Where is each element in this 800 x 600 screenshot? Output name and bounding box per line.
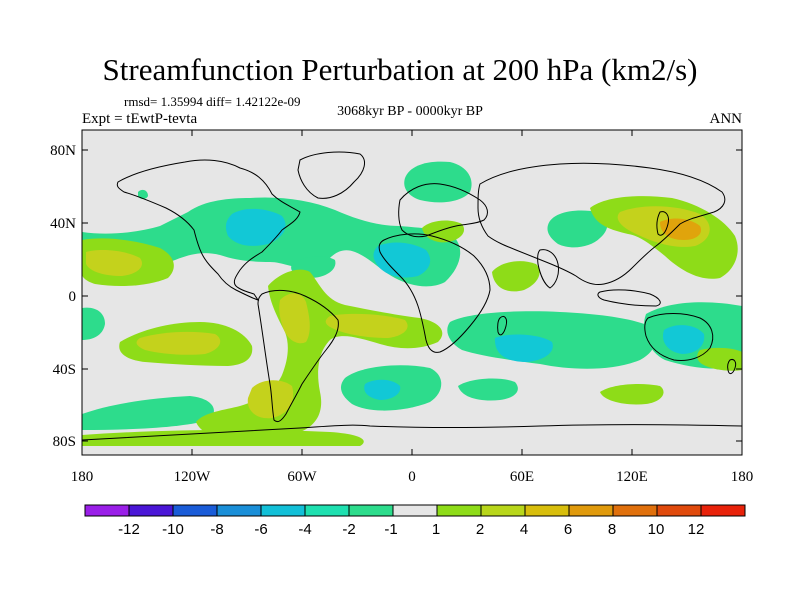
colorbar-box xyxy=(304,504,350,517)
coastlines xyxy=(82,151,742,441)
period-label: 3068kyr BP - 0000kyr BP xyxy=(337,104,483,119)
y-tick-label: 40S xyxy=(53,362,76,378)
colorbar-box xyxy=(524,504,570,517)
colorbar-label: -8 xyxy=(210,521,223,538)
x-axis-ticks xyxy=(81,130,743,455)
colorbar-label: -4 xyxy=(298,521,311,538)
contour-neg2-africa xyxy=(373,242,431,278)
contour-pos2-central-pacific xyxy=(86,250,142,276)
x-tick-label: 120W xyxy=(174,469,212,485)
contour-neg2-australia xyxy=(662,325,705,354)
contour-neg-small-atlantic xyxy=(138,189,148,199)
x-tick-label: 180 xyxy=(731,469,754,485)
colorbar-box xyxy=(84,504,130,517)
coastline-asia xyxy=(477,162,726,285)
coastline-north-america xyxy=(116,159,301,301)
colorbar-label: 6 xyxy=(564,521,572,538)
contour-pos-north-atlantic xyxy=(422,220,465,243)
colorbar-box xyxy=(656,504,702,517)
colorbar-label: -1 xyxy=(384,521,397,538)
contour-neg-southern-ocean xyxy=(82,396,214,430)
contour-pos2-south-america xyxy=(279,293,310,344)
contour-neg-south-indian-east xyxy=(458,378,518,401)
y-tick-label: 40N xyxy=(50,216,76,232)
coastline-india xyxy=(537,249,559,289)
contour-pos2-south-pacific xyxy=(136,331,221,355)
contour-neg2-madagascar xyxy=(494,334,553,362)
contour-pos-south-america xyxy=(196,269,443,440)
colorbar-label: -6 xyxy=(254,521,267,538)
colorbar-box xyxy=(128,504,174,517)
contour-pos-southern-indian xyxy=(600,384,664,405)
y-tick-label: 0 xyxy=(69,289,77,305)
contour-pos2-atlantic xyxy=(325,313,408,338)
colorbar-label: 8 xyxy=(608,521,616,538)
contour-neg-pacific-west xyxy=(82,307,105,340)
y-tick-label: 80S xyxy=(53,434,76,450)
colorbar-label: 10 xyxy=(648,521,665,538)
colorbar-box xyxy=(392,504,438,517)
y-tick-label: 80N xyxy=(50,143,76,159)
coastline-africa xyxy=(378,233,491,353)
colorbar-box xyxy=(172,504,218,517)
coastline-greenland xyxy=(297,151,366,199)
contour-neg2-south-atlantic xyxy=(364,379,401,400)
coastline-australia xyxy=(644,313,714,361)
x-tick-label: 0 xyxy=(408,469,416,485)
contour-neg-arabia xyxy=(547,210,608,248)
experiment-label: Expt = tEwtP-tevta xyxy=(82,111,198,127)
contour-pos-pacific-band xyxy=(697,347,742,371)
contour-pos-southern-pacific-east xyxy=(82,429,364,446)
coastline-antarctica xyxy=(82,424,742,441)
contour-pos2-argentina xyxy=(247,380,294,419)
coastline-japan xyxy=(656,211,669,236)
colorbar-label: -10 xyxy=(162,521,184,538)
season-label: ANN xyxy=(709,111,743,127)
colorbar-label: 1 xyxy=(432,521,440,538)
colorbar xyxy=(84,504,746,517)
coastline-indonesia xyxy=(597,289,661,307)
colorbar-box xyxy=(700,504,746,517)
colorbar-box xyxy=(568,504,614,517)
colorbar-box xyxy=(260,504,306,517)
contour-pos-east-africa xyxy=(492,261,540,292)
stats-line: rmsd= 1.35994 diff= 1.42122e-09 xyxy=(124,94,301,109)
colorbar-box xyxy=(348,504,394,517)
y-axis-ticks xyxy=(82,149,742,442)
colorbar-box xyxy=(436,504,482,517)
colorbar-label: 12 xyxy=(688,521,705,538)
colorbar-label: 4 xyxy=(520,521,528,538)
colorbar-box xyxy=(216,504,262,517)
colorbar-label: 2 xyxy=(476,521,484,538)
colorbar-box xyxy=(480,504,526,517)
chart-title: Streamfunction Perturbation at 200 hPa (… xyxy=(102,52,698,87)
contour-neg-arctic-europe xyxy=(404,161,472,203)
colorbar-label: -2 xyxy=(342,521,355,538)
colorbar-label: -12 xyxy=(118,521,140,538)
x-tick-label: 60W xyxy=(287,469,317,485)
x-tick-label: 120E xyxy=(616,469,648,485)
colorbar-box xyxy=(612,504,658,517)
x-tick-label: 180 xyxy=(71,469,94,485)
contour-neg-south-indian xyxy=(447,311,656,369)
coastline-new-zealand xyxy=(727,359,737,375)
coastline-europe xyxy=(398,183,488,238)
x-tick-label: 60E xyxy=(510,469,534,485)
contour-pos3-japan xyxy=(660,218,702,240)
contour-neg2-north-america xyxy=(225,208,286,246)
coastline-madagascar xyxy=(497,315,507,336)
coastline-south-america xyxy=(257,289,339,423)
